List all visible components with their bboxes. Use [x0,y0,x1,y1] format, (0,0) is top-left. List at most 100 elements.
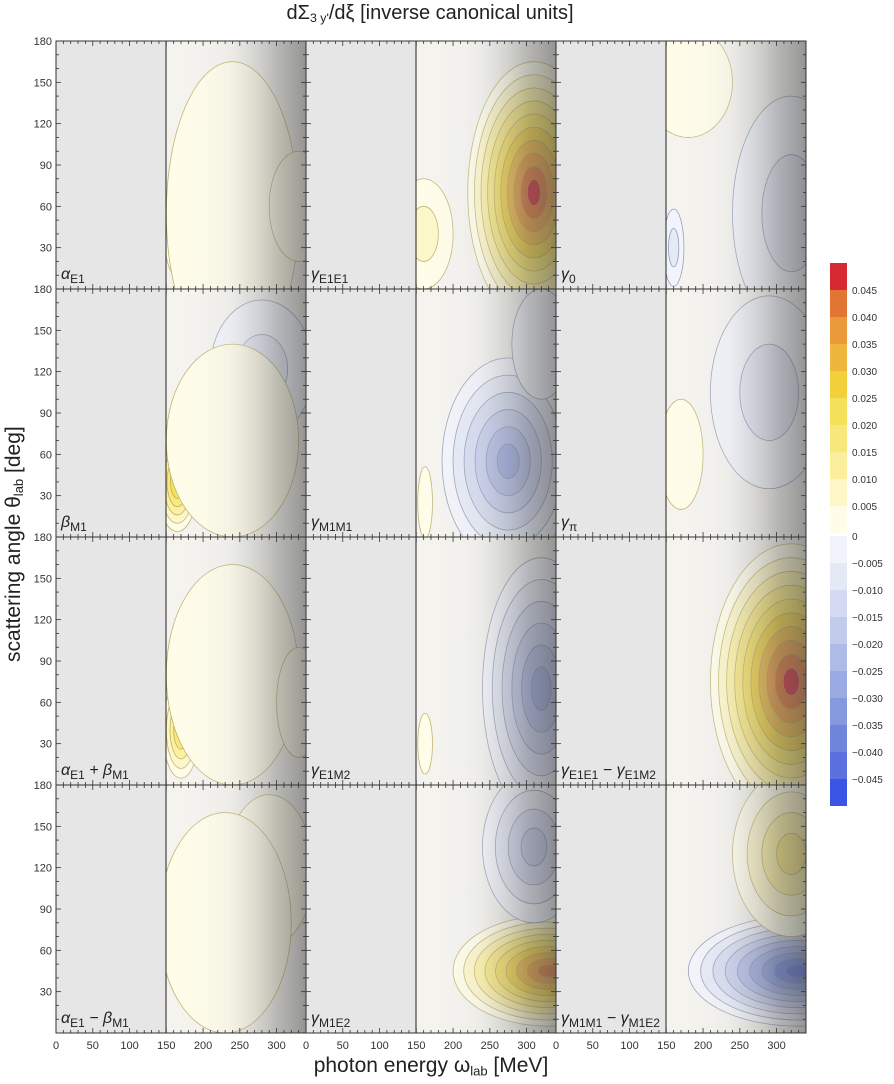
panel-label-rest: − γ [598,762,625,779]
x-tick-label: 100 [370,1040,388,1052]
colorbar-segment [830,317,847,344]
panel-label-base: γ [561,266,570,283]
shading-overlay [416,289,556,537]
shading-overlay [666,289,806,537]
panel-label-base: α [61,1010,71,1027]
x-tick-label: 200 [694,1040,712,1052]
x-tick-label: 50 [587,1040,599,1052]
colorbar-segment [830,617,847,644]
colorbar-segment [830,563,847,590]
contour-group [666,41,806,289]
contour-group [666,289,806,537]
colorbar-segment [830,263,847,290]
panel-label-base: γ [561,1010,570,1027]
colorbar-tick-label: 0.010 [852,475,877,486]
y-tick-label: 120 [34,367,52,379]
panel-blank-region [306,289,416,537]
panel-label-sub: M1E2 [319,1016,351,1030]
panel-label: γ0 [561,266,576,286]
y-tick-label: 180 [34,36,52,48]
y-tick-label: 60 [40,201,52,213]
x-tick-label: 250 [731,1040,749,1052]
colorbar-tick-label: −0.045 [852,775,883,786]
shading-overlay [166,289,306,537]
x-tick-label: 50 [337,1040,349,1052]
colorbar-segment [830,479,847,506]
panel-blank-region [56,289,166,537]
colorbar-segment [830,725,847,752]
x-tick-label: 150 [157,1040,175,1052]
panel-blank-region [556,785,666,1033]
y-tick-label: 90 [40,408,52,420]
y-tick-label: 60 [40,449,52,461]
x-tick-label: 250 [231,1040,249,1052]
colorbar-tick-label: −0.010 [852,586,883,597]
panel-blank-region [556,41,666,289]
contour-group [416,41,556,289]
panel-blank-region [306,537,416,785]
panel-label: αE1 + βM1 [61,762,129,782]
shading-overlay [166,41,306,289]
colorbar-segment [830,671,847,698]
contour-group [166,41,306,289]
panel-1: αE1 [55,40,307,290]
shading-overlay [166,537,306,785]
contour-group [666,785,806,1033]
panel-label-sub: E1E1 [319,272,349,286]
contour-group [166,785,306,1033]
panel-label: βM1 [60,514,87,534]
x-tick-label: 200 [444,1040,462,1052]
panel-label-sub: 0 [569,272,576,286]
colorbar-tick-label: 0.045 [852,286,877,297]
shading-overlay [416,41,556,289]
panel-8: γE1M2 [305,536,557,786]
panel-label: γE1M2 [311,762,351,782]
x-tick-label: 50 [87,1040,99,1052]
y-tick-label: 60 [40,697,52,709]
panel-label: γM1E2 [311,1010,351,1030]
y-tick-label: 120 [34,863,52,875]
colorbar-tick-label: −0.035 [852,721,883,732]
colorbar-segment [830,779,847,806]
colorbar-segment [830,752,847,779]
x-tick-label: 200 [194,1040,212,1052]
panel-label-base: γ [561,514,570,531]
colorbar-tick-label: −0.040 [852,748,883,759]
contour-group [416,537,556,785]
colorbar-tick-label: 0.040 [852,313,877,324]
y-tick-label: 180 [34,284,52,296]
panel-label-sub2: M1 [112,768,129,782]
panel-label-base: β [60,514,70,531]
panel-label-sub: E1M2 [319,768,351,782]
panel-label-sub: π [569,520,577,534]
y-tick-label: 180 [34,532,52,544]
x-tick-label: 100 [620,1040,638,1052]
contour-group [416,785,556,1033]
panel-6: γπ [555,288,807,538]
y-tick-label: 60 [40,945,52,957]
x-tick-label: 150 [407,1040,425,1052]
panel-4: βM1 [55,288,307,538]
y-tick-label: 150 [34,77,52,89]
colorbar-tick-label: 0.035 [852,340,877,351]
colorbar-tick-label: 0.030 [852,367,877,378]
y-tick-label: 30 [40,987,52,999]
colorbar-segment [830,590,847,617]
colorbar-segment [830,452,847,479]
x-tick-label: 300 [767,1040,785,1052]
x-tick-label: 300 [267,1040,285,1052]
shading-overlay [416,537,556,785]
colorbar-tick-label: −0.015 [852,613,883,624]
x-tick-label: 150 [657,1040,675,1052]
panel-label-sub: M1M1 [319,520,353,534]
panel-blank-region [306,41,416,289]
panel-blank-region [56,785,166,1033]
y-tick-label: 90 [40,160,52,172]
panel-label: γM1M1 − γM1E2 [561,1010,660,1030]
panel-5: γM1M1 [305,288,557,538]
panel-label-base: γ [311,1010,320,1027]
panel-label: γπ [561,514,577,534]
panel-label: γE1E1 [311,266,349,286]
